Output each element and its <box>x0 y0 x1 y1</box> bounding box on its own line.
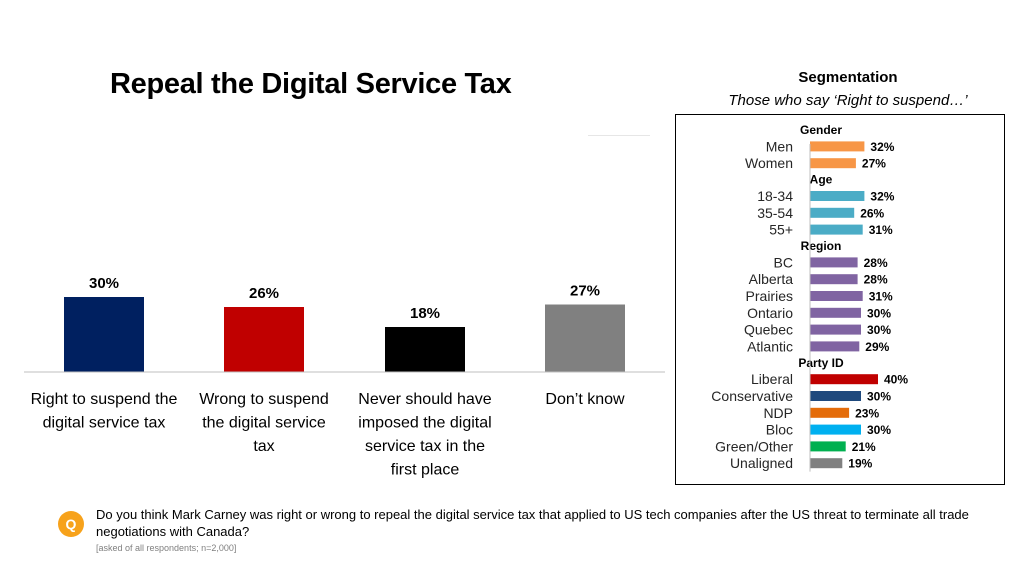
segment-label: Atlantic <box>747 338 793 354</box>
segment-bar <box>810 191 865 201</box>
bar-2 <box>224 307 304 372</box>
segment-label: 18-34 <box>757 188 793 204</box>
segment-value-label: 32% <box>870 190 894 204</box>
segment-value-label: 29% <box>865 340 889 354</box>
category-label: the digital service <box>202 415 326 432</box>
category-label: imposed the digital <box>358 415 491 432</box>
segment-bar <box>810 441 846 452</box>
bar-3 <box>385 327 465 372</box>
segment-bar <box>810 307 861 318</box>
segment-label: Bloc <box>766 422 793 438</box>
segment-group-heading: Region <box>801 239 842 253</box>
segment-label: NDP <box>763 405 793 421</box>
category-label: Wrong to suspend <box>199 391 329 408</box>
segment-label: Conservative <box>711 388 793 404</box>
segment-value-label: 26% <box>860 206 884 220</box>
segment-value-label: 28% <box>864 256 888 270</box>
segment-bar <box>810 207 855 218</box>
bar-value-label: 27% <box>570 283 600 300</box>
segmentation-panel <box>675 114 1005 485</box>
segment-label: Liberal <box>751 371 793 387</box>
bar-value-label: 26% <box>249 285 279 302</box>
segment-bar <box>810 424 861 435</box>
question-note: [asked of all respondents; n=2,000] <box>96 543 237 553</box>
segment-value-label: 30% <box>867 423 891 437</box>
segment-bar <box>810 274 858 285</box>
bar-4 <box>545 304 625 372</box>
segmentation-subheading: Those who say ‘Right to suspend…’ <box>728 92 968 109</box>
bar-value-label: 30% <box>89 275 119 292</box>
segment-bar <box>810 158 856 169</box>
question-text: Do you think Mark Carney was right or wr… <box>96 507 969 539</box>
segment-label: Quebec <box>744 322 793 338</box>
category-label: tax <box>253 438 274 455</box>
main-bar-chart: 30% Right to suspend the digital service t… <box>24 275 665 479</box>
segment-group-heading: Party ID <box>798 356 844 370</box>
segment-bar <box>810 407 850 418</box>
bar-1 <box>64 297 144 372</box>
bar-value-label: 18% <box>410 305 440 322</box>
segment-bar <box>810 224 863 235</box>
segment-value-label: 31% <box>869 223 893 237</box>
category-label: Don’t know <box>545 391 625 408</box>
segment-value-label: 19% <box>848 457 872 471</box>
question-icon: Q <box>58 511 84 537</box>
segment-bar <box>810 458 843 469</box>
segment-label: Unaligned <box>730 455 793 471</box>
segment-label: 35-54 <box>757 205 793 221</box>
segment-label: BC <box>774 254 793 270</box>
segment-value-label: 30% <box>867 306 891 320</box>
segment-bar <box>810 341 860 352</box>
segment-label: Ontario <box>747 305 793 321</box>
category-label: service tax in the <box>365 438 485 455</box>
segment-label: Alberta <box>749 271 794 287</box>
segment-label: Women <box>745 155 793 171</box>
segment-bar <box>810 374 878 385</box>
segment-value-label: 40% <box>884 373 908 387</box>
segment-bar <box>810 291 863 301</box>
segmentation-heading: Segmentation <box>798 69 898 86</box>
chart-title: Repeal the Digital Service Tax <box>110 68 512 100</box>
segment-value-label: 30% <box>867 390 891 404</box>
segment-label: Prairies <box>746 288 793 304</box>
segmentation-bar-chart: Gender Men 32% Women 27% Age 18-34 32% 35-54 26% 5… <box>711 123 908 472</box>
segment-label: Men <box>766 138 793 154</box>
segment-bar <box>810 257 858 268</box>
segment-value-label: 27% <box>862 157 886 171</box>
segment-value-label: 32% <box>870 140 894 154</box>
segment-group-heading: Age <box>810 173 833 187</box>
category-label: Never should have <box>358 391 492 408</box>
category-label: Right to suspend the <box>31 391 178 408</box>
segment-value-label: 21% <box>852 440 876 454</box>
segment-value-label: 31% <box>869 290 893 304</box>
segment-bar <box>810 391 861 401</box>
segment-bar <box>810 324 861 335</box>
segment-label: 55+ <box>769 222 793 238</box>
segment-value-label: 28% <box>864 273 888 287</box>
category-label: digital service tax <box>43 415 166 432</box>
category-label: first place <box>391 462 460 479</box>
divider-line <box>588 135 650 136</box>
segment-bar <box>810 141 865 152</box>
segment-label: Green/Other <box>715 438 793 454</box>
segment-group-heading: Gender <box>800 123 842 137</box>
segment-value-label: 23% <box>855 406 879 420</box>
segment-value-label: 30% <box>867 323 891 337</box>
